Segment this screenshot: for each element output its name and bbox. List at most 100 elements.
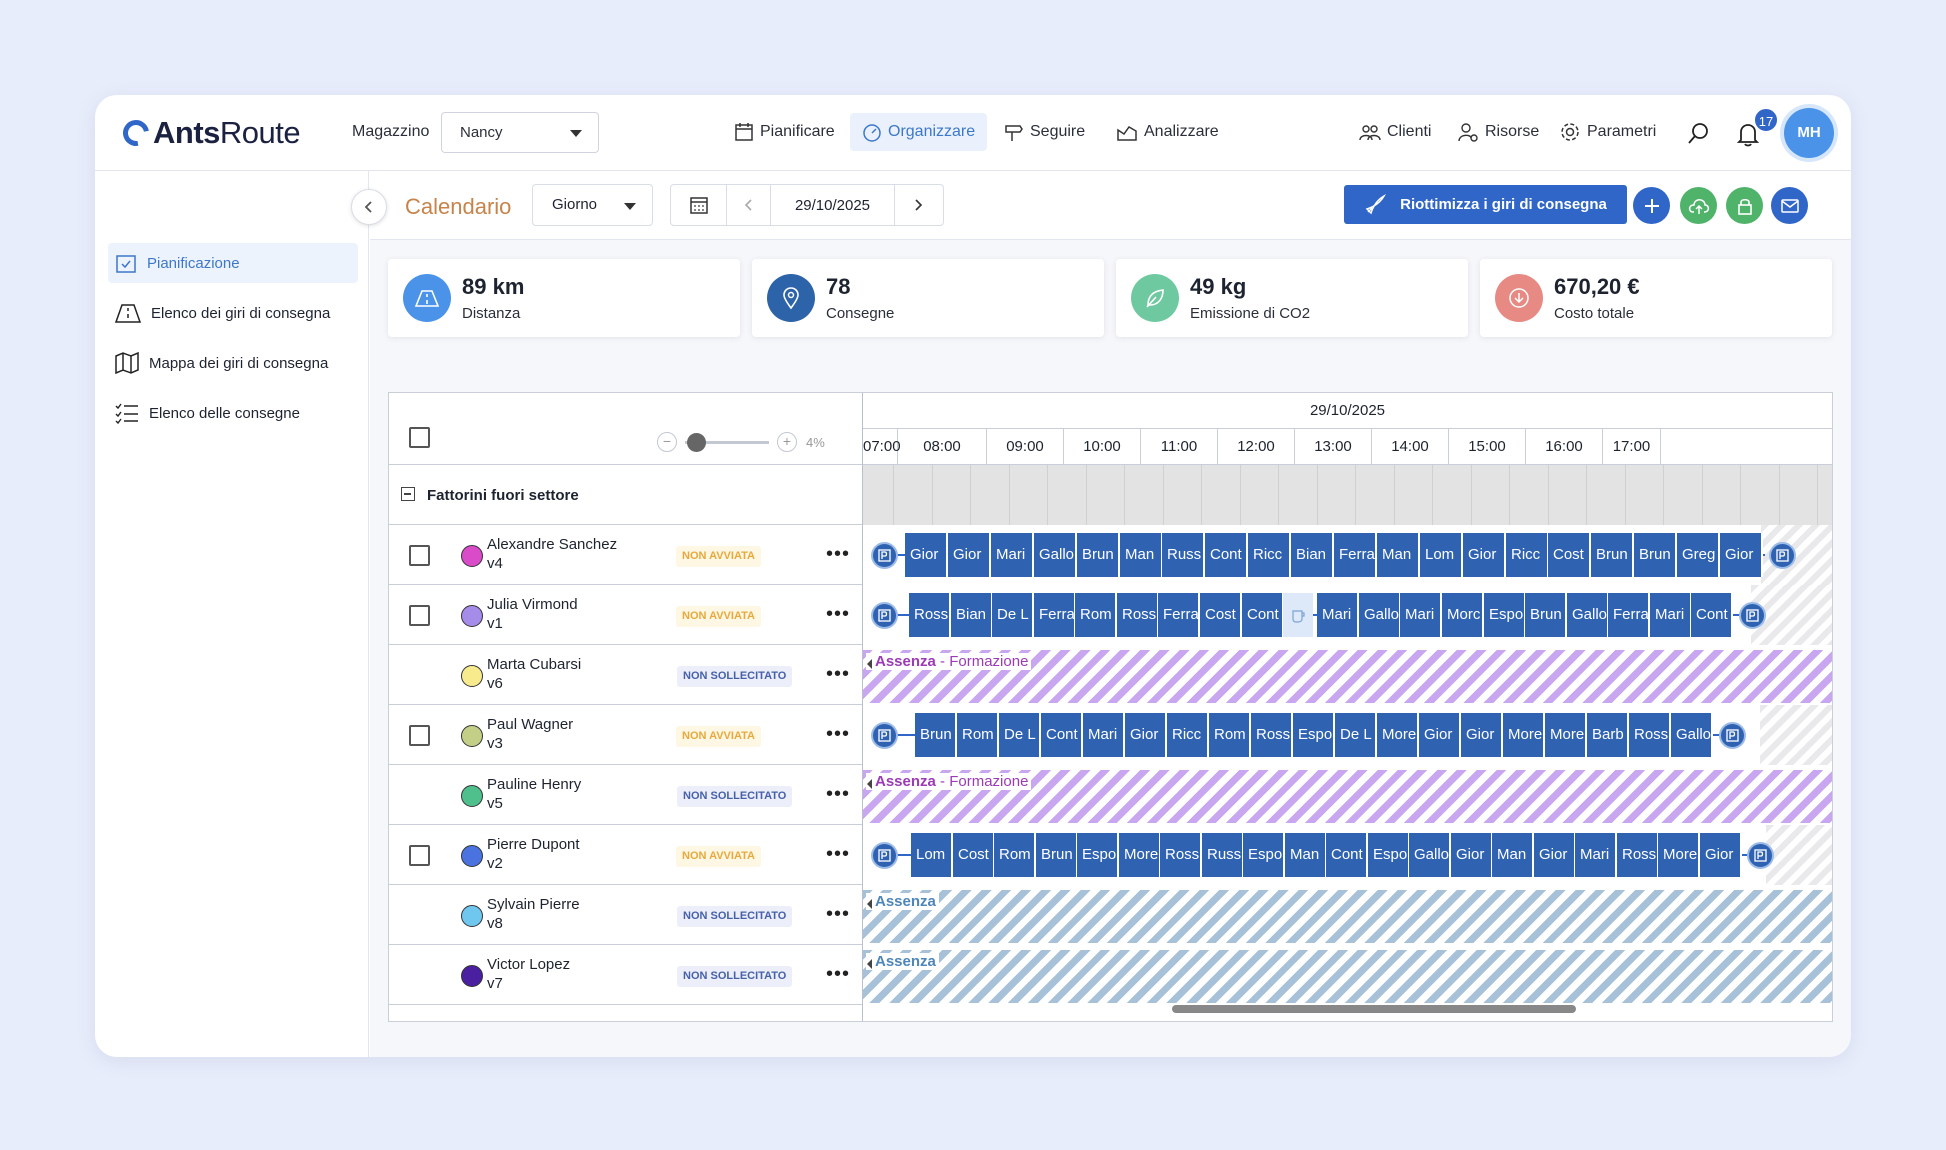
- delivery-stop[interactable]: Gior: [1451, 833, 1493, 877]
- absence-block[interactable]: Assenza - Formazione: [863, 770, 1832, 823]
- driver-row[interactable]: Sylvain Pierre v8 NON SOLLECITATO •••: [389, 885, 862, 945]
- delivery-stop[interactable]: Gior: [905, 533, 948, 577]
- current-date[interactable]: 29/10/2025: [771, 185, 895, 225]
- logo[interactable]: Ants Route: [117, 114, 301, 152]
- delivery-stop[interactable]: Brun: [1591, 533, 1634, 577]
- prev-day-button[interactable]: [727, 185, 771, 225]
- nav-seguire[interactable]: Seguire: [992, 113, 1097, 151]
- delivery-stop[interactable]: Barb: [1587, 713, 1629, 757]
- delivery-stop[interactable]: Gior: [948, 533, 991, 577]
- delivery-stop[interactable]: Ross: [1629, 713, 1671, 757]
- nav-parametri[interactable]: Parametri: [1547, 113, 1668, 151]
- search-icon[interactable]: [1687, 121, 1711, 150]
- delivery-stop[interactable]: Russ: [1202, 833, 1244, 877]
- delivery-stop[interactable]: Brun: [1036, 833, 1078, 877]
- zoom-in-button[interactable]: +: [777, 432, 797, 452]
- driver-row[interactable]: Julia Virmond v1 NON AVVIATA •••: [389, 585, 862, 645]
- delivery-stop[interactable]: Mari: [1400, 593, 1442, 637]
- row-checkbox[interactable]: [409, 545, 430, 566]
- zoom-slider-handle[interactable]: [687, 432, 706, 452]
- delivery-stop[interactable]: Ross: [1251, 713, 1293, 757]
- delivery-stop[interactable]: Cost: [1200, 593, 1242, 637]
- delivery-stop[interactable]: Mari: [1650, 593, 1692, 637]
- delivery-stop[interactable]: Ferra: [1334, 533, 1377, 577]
- delivery-stop[interactable]: Man: [1120, 533, 1163, 577]
- sidebar-item-pianificazione[interactable]: Pianificazione: [108, 243, 358, 283]
- delivery-stop[interactable]: Ricc: [1167, 713, 1209, 757]
- collapse-group-icon[interactable]: [401, 487, 415, 501]
- delivery-stop[interactable]: Gior: [1534, 833, 1576, 877]
- delivery-stop[interactable]: Gallo: [1359, 593, 1401, 637]
- delivery-stop[interactable]: Morc: [1442, 593, 1484, 637]
- more-options-icon[interactable]: •••: [826, 843, 851, 865]
- delivery-stop[interactable]: Gallo: [1409, 833, 1451, 877]
- more-options-icon[interactable]: •••: [826, 603, 851, 625]
- delivery-stop[interactable]: Bian: [951, 593, 993, 637]
- delivery-stop[interactable]: Ricc: [1506, 533, 1549, 577]
- absence-block[interactable]: Assenza: [863, 950, 1832, 1003]
- delivery-stop[interactable]: Gior: [1125, 713, 1167, 757]
- depot-end-icon[interactable]: [1739, 602, 1766, 629]
- delivery-stop[interactable]: Espo: [1243, 833, 1285, 877]
- delivery-stop[interactable]: Lom: [1420, 533, 1463, 577]
- sidebar-item-elenco-consegne[interactable]: Elenco delle consegne: [108, 393, 358, 433]
- depot-end-icon[interactable]: [1769, 542, 1796, 569]
- delivery-stop[interactable]: Mari: [1575, 833, 1617, 877]
- delivery-stop[interactable]: Man: [1377, 533, 1420, 577]
- delivery-stop[interactable]: Mari: [1083, 713, 1125, 757]
- delivery-stop[interactable]: Gior: [1419, 713, 1461, 757]
- delivery-stop[interactable]: Ferra: [1034, 593, 1076, 637]
- delivery-stop[interactable]: Rom: [957, 713, 999, 757]
- delivery-stop[interactable]: Greg: [1677, 533, 1720, 577]
- delivery-stop[interactable]: Russ: [1162, 533, 1205, 577]
- delivery-stop[interactable]: Gior: [1720, 533, 1763, 577]
- delivery-stop[interactable]: Gior: [1463, 533, 1506, 577]
- delivery-stop[interactable]: Gallo: [1567, 593, 1609, 637]
- delivery-stop[interactable]: Rom: [994, 833, 1036, 877]
- delivery-stop[interactable]: Mari: [1317, 593, 1359, 637]
- view-select[interactable]: Giorno: [532, 184, 653, 226]
- delivery-stop[interactable]: Espo: [1484, 593, 1526, 637]
- delivery-stop[interactable]: Rom: [1209, 713, 1251, 757]
- driver-row[interactable]: Alexandre Sanchez v4 NON AVVIATA •••: [389, 525, 862, 585]
- delivery-stop[interactable]: Espo: [1077, 833, 1119, 877]
- nav-risorse[interactable]: Risorse: [1445, 113, 1551, 151]
- delivery-stop[interactable]: Cont: [1205, 533, 1248, 577]
- magazzino-select[interactable]: Nancy: [441, 112, 599, 153]
- more-options-icon[interactable]: •••: [826, 723, 851, 745]
- row-checkbox[interactable]: [409, 725, 430, 746]
- delivery-stop[interactable]: Brun: [1525, 593, 1567, 637]
- add-button[interactable]: [1633, 187, 1670, 224]
- nav-clienti[interactable]: Clienti: [1347, 113, 1443, 151]
- delivery-stop[interactable]: Bian: [1291, 533, 1334, 577]
- delivery-stop[interactable]: De L: [992, 593, 1034, 637]
- absence-block[interactable]: Assenza - Formazione: [863, 650, 1832, 703]
- sidebar-item-mappa-giri[interactable]: Mappa dei giri di consegna: [108, 343, 358, 383]
- pause-icon[interactable]: [1283, 593, 1314, 637]
- collapse-sidebar-button[interactable]: [351, 189, 387, 225]
- delivery-stop[interactable]: More: [1119, 833, 1161, 877]
- row-checkbox[interactable]: [409, 605, 430, 626]
- next-day-button[interactable]: [895, 185, 941, 225]
- zoom-slider[interactable]: [685, 432, 769, 452]
- delivery-stop[interactable]: Gior: [1700, 833, 1742, 877]
- delivery-stop[interactable]: Mari: [991, 533, 1034, 577]
- calendar-picker-button[interactable]: [671, 185, 727, 225]
- more-options-icon[interactable]: •••: [826, 783, 851, 805]
- delivery-stop[interactable]: More: [1503, 713, 1545, 757]
- delivery-stop[interactable]: Ross: [909, 593, 951, 637]
- delivery-stop[interactable]: Ferra: [1608, 593, 1650, 637]
- reoptimize-button[interactable]: Riottimizza i giri di consegna: [1344, 185, 1627, 224]
- avatar[interactable]: MH: [1784, 108, 1834, 158]
- zoom-out-button[interactable]: −: [657, 432, 677, 452]
- cloud-upload-button[interactable]: [1680, 187, 1717, 224]
- more-options-icon[interactable]: •••: [826, 963, 851, 985]
- more-options-icon[interactable]: •••: [826, 543, 851, 565]
- delivery-stop[interactable]: Rom: [1075, 593, 1117, 637]
- delivery-stop[interactable]: Ferra: [1158, 593, 1200, 637]
- delivery-stop[interactable]: Ross: [1117, 593, 1159, 637]
- driver-row[interactable]: Marta Cubarsi v6 NON SOLLECITATO •••: [389, 645, 862, 705]
- nav-organizzare[interactable]: Organizzare: [850, 113, 988, 151]
- delivery-stop[interactable]: Cont: [1242, 593, 1284, 637]
- delivery-stop[interactable]: More: [1545, 713, 1587, 757]
